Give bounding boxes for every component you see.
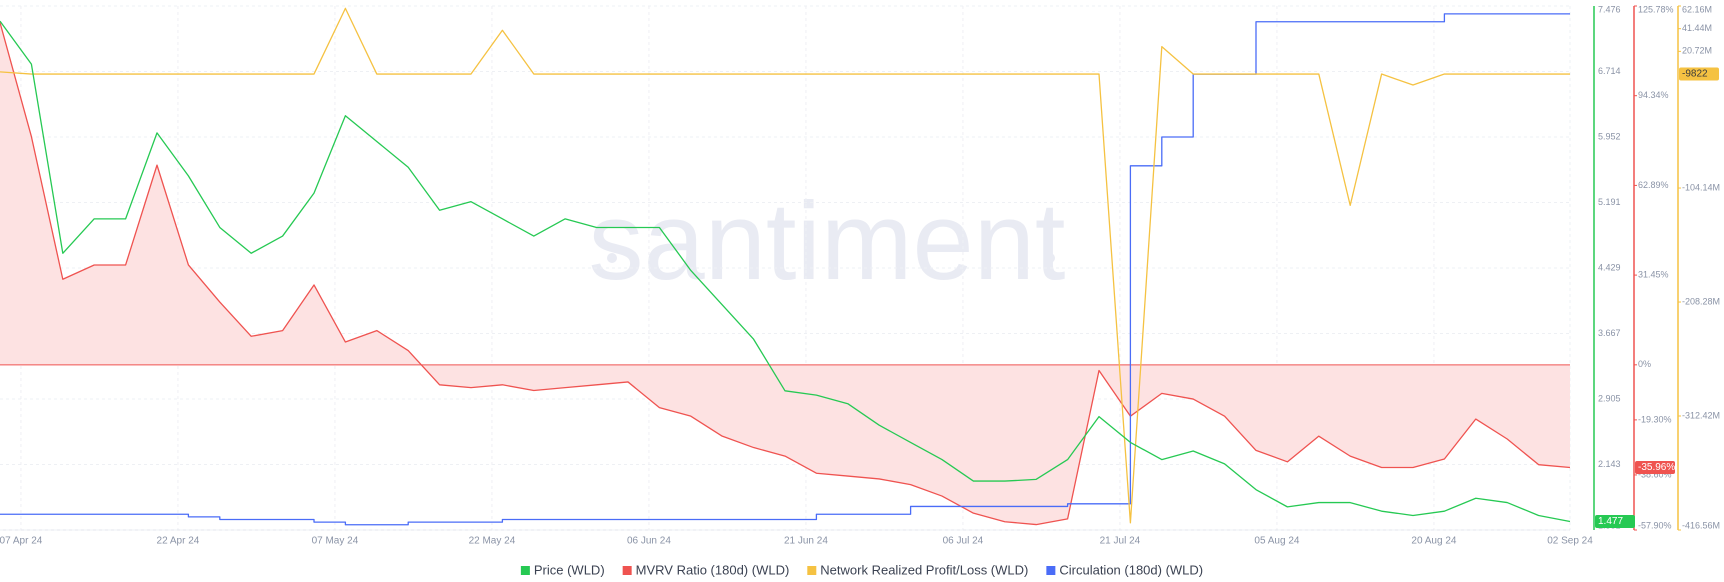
x-tick-label: 21 Jul 24 <box>1100 536 1141 547</box>
legend-swatch <box>520 566 530 575</box>
y-tick-label: -208.28M <box>1682 296 1720 306</box>
x-tick-label: 22 May 24 <box>469 536 516 547</box>
badge-bg <box>1679 67 1719 81</box>
y-tick-label: 6.714 <box>1598 66 1621 76</box>
y-tick-label: 4.429 <box>1598 262 1621 272</box>
x-tick-label: 07 May 24 <box>312 536 359 547</box>
y-tick-label: 31.45% <box>1638 269 1669 279</box>
y-tick-label: 5.952 <box>1598 131 1621 141</box>
y-tick-label: -19.30% <box>1638 414 1672 424</box>
area-fill <box>0 22 1570 525</box>
legend-label: Circulation (180d) (WLD) <box>1059 562 1203 577</box>
legend-swatch <box>807 566 817 575</box>
badge-bg <box>1595 514 1635 528</box>
x-tick-label: 06 Jun 24 <box>627 536 671 547</box>
badge-label: -9822 <box>1682 69 1708 80</box>
value-badge: 1.477 <box>1595 514 1635 528</box>
x-tick-label: 22 Apr 24 <box>157 536 200 547</box>
x-tick-label: 06 Jul 24 <box>943 536 984 547</box>
x-tick-label: 21 Jun 24 <box>784 536 828 547</box>
y-tick-label: -38.60% <box>1638 469 1672 479</box>
legend-item[interactable]: Circulation (180d) (WLD) <box>1046 562 1203 577</box>
y-tick-label: 7.476 <box>1598 4 1621 14</box>
watermark-dot <box>607 253 617 263</box>
legend-item[interactable]: Network Realized Profit/Loss (WLD) <box>807 562 1028 577</box>
series-line <box>0 20 1571 523</box>
y-tick-label: -312.42M <box>1682 410 1720 420</box>
legend-swatch <box>1046 566 1056 575</box>
legend-item[interactable]: MVRV Ratio (180d) (WLD) <box>622 562 790 577</box>
legend-label: Price (WLD) <box>534 562 605 577</box>
y-tick-label: -416.56M <box>1682 520 1720 530</box>
badge-label: 1.477 <box>1598 516 1623 527</box>
badge-bg <box>1635 461 1675 475</box>
series-line <box>0 22 1571 526</box>
y-tick-label: 0% <box>1638 359 1651 369</box>
x-tick-label: 07 Apr 24 <box>0 536 43 547</box>
legend-label: Network Realized Profit/Loss (WLD) <box>820 562 1028 577</box>
y-tick-label: 62.16M <box>1682 4 1712 14</box>
y-tick-label: 2.905 <box>1598 393 1621 403</box>
badge-label: -35.96% <box>1638 462 1675 473</box>
x-tick-label: 02 Sep 24 <box>1547 536 1593 547</box>
y-tick-label: 41.44M <box>1682 23 1712 33</box>
y-tick-label: 125.78% <box>1638 4 1674 14</box>
y-tick-label: -104.14M <box>1682 182 1720 192</box>
y-tick-label: 2.143 <box>1598 459 1621 469</box>
series-line <box>0 7 1570 524</box>
legend-label: MVRV Ratio (180d) (WLD) <box>636 562 790 577</box>
y-tick-label: 62.89% <box>1638 180 1669 190</box>
watermark-dot <box>1045 253 1055 263</box>
legend-swatch <box>622 566 632 575</box>
x-tick-label: 05 Aug 24 <box>1254 536 1299 547</box>
watermark: santiment <box>589 180 1066 303</box>
y-tick-label: 3.667 <box>1598 328 1621 338</box>
legend: Price (WLD) MVRV Ratio (180d) (WLD) Networ… <box>520 562 1203 577</box>
value-badge: -9822 <box>1679 67 1719 81</box>
x-tick-label: 20 Aug 24 <box>1411 536 1456 547</box>
y-tick-label: 20.72M <box>1682 46 1712 56</box>
y-tick-label: 5.191 <box>1598 197 1621 207</box>
legend-item[interactable]: Price (WLD) <box>520 562 605 577</box>
value-badge: -35.96% <box>1635 461 1675 475</box>
y-tick-label: 94.34% <box>1638 90 1669 100</box>
y-tick-label: -57.90% <box>1638 520 1672 530</box>
series-line <box>0 13 1570 526</box>
